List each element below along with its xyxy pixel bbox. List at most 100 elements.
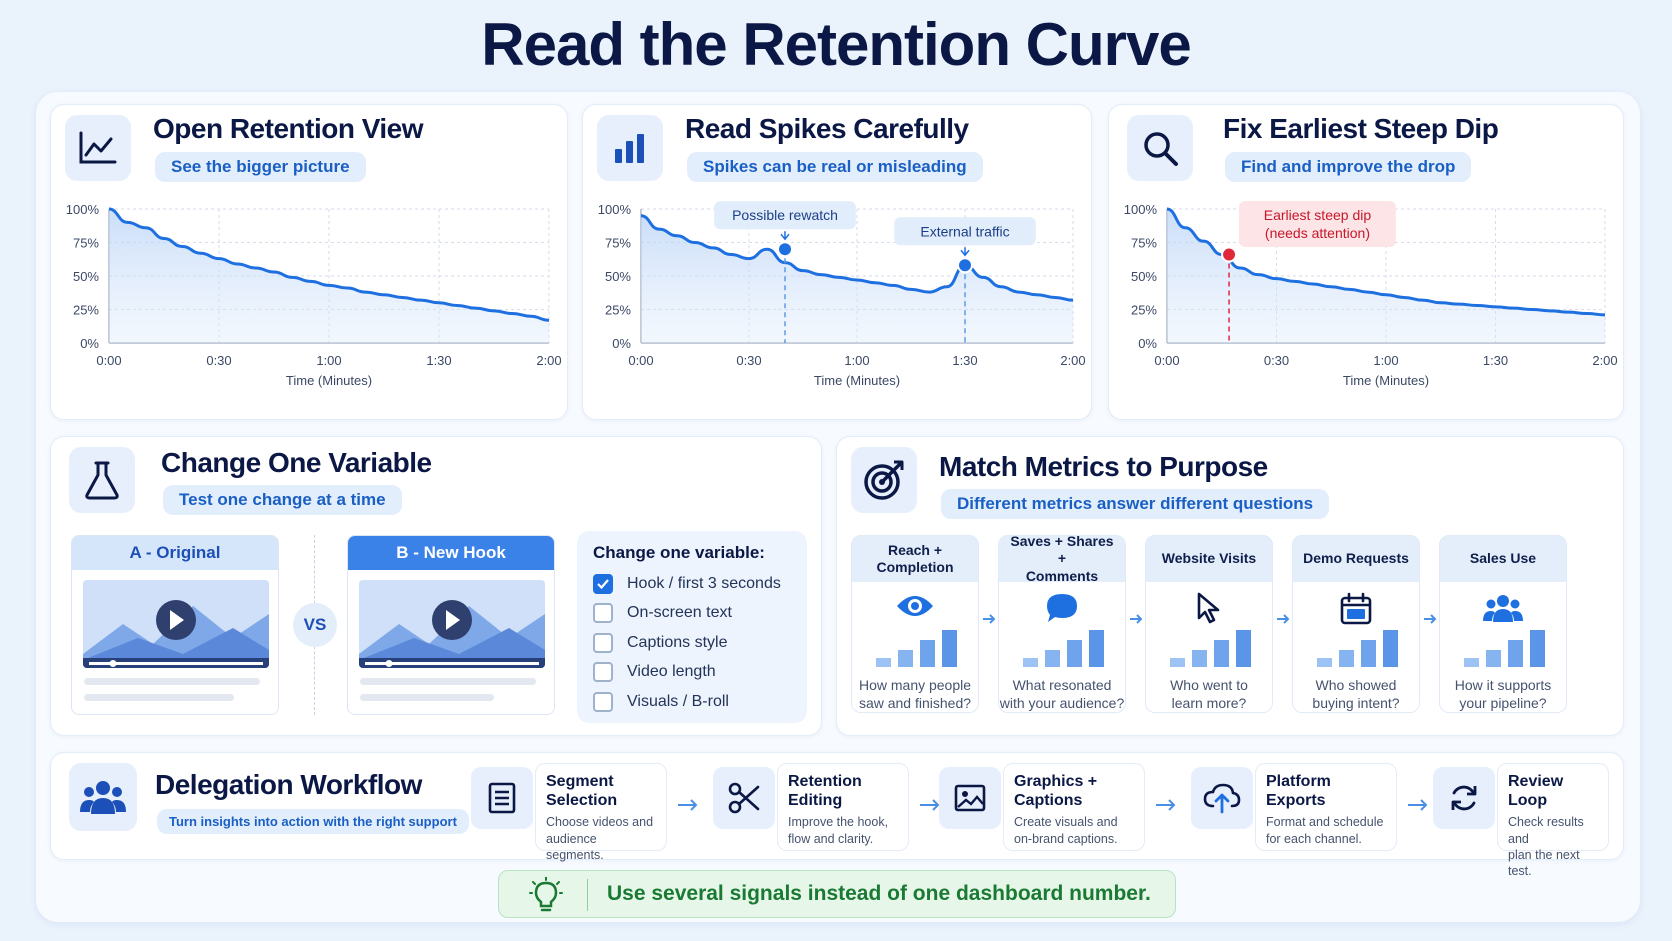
annotation-box <box>894 217 1036 246</box>
list-icon <box>471 767 533 829</box>
x-tick-label: 2:00 <box>536 353 561 368</box>
workflow-step-description: Create visuals and on-brand captions. <box>1014 815 1118 846</box>
arrow-right-icon <box>1422 607 1438 633</box>
x-tick-label: 1:30 <box>426 353 451 368</box>
retention-chart-1: 0% 25% 50% 75% 100% 0:00 0:30 1:00 1:30 2:00 Time … <box>66 202 562 388</box>
checklist-item[interactable]: Hook / first 3 seconds <box>593 569 803 599</box>
annotation-arrowhead <box>960 249 970 257</box>
checklist-item[interactable]: On-screen text <box>593 599 803 629</box>
y-tick-label: 100% <box>598 202 632 217</box>
x-tick-label: 0:00 <box>628 353 653 368</box>
video-thumbnail-b <box>359 580 545 668</box>
card-subtitle: Test one change at a time <box>163 485 402 515</box>
metric-heading: Reach + Completion <box>852 536 978 582</box>
x-axis-label: Time (Minutes) <box>286 373 372 388</box>
workflow-step-title: Segment Selection <box>546 773 618 810</box>
metric-cards: Reach + Completion How many people saw an… <box>851 535 1621 719</box>
people-icon <box>1440 592 1566 624</box>
card-subtitle: Spikes can be real or misleading <box>687 152 983 182</box>
arrow-right-icon <box>677 797 699 818</box>
mini-bar-chart-icon <box>874 628 958 673</box>
x-tick-label: 1:30 <box>1483 353 1508 368</box>
workflow-steps: Segment Selection Choose videos and audie… <box>471 763 1621 878</box>
x-axis-label: Time (Minutes) <box>1343 373 1429 388</box>
lightbulb-icon <box>529 876 563 918</box>
metric-heading: Sales Use <box>1440 536 1566 582</box>
metric-card: Saves + Shares + Comments What resonated … <box>998 535 1126 713</box>
checklist-label: Visuals / B-roll <box>627 692 729 710</box>
workflow-step: Review Loop Check results and plan the ne… <box>1497 763 1609 878</box>
workflow-step: Platform Exports Format and schedule for … <box>1255 763 1397 851</box>
y-tick-label: 100% <box>1124 202 1158 217</box>
scissors-icon <box>713 767 775 829</box>
variant-a-card: A - Original <box>71 535 279 715</box>
arrow-right-icon <box>919 797 941 818</box>
annotation-box <box>714 201 856 230</box>
arrow-right-icon <box>1155 797 1177 818</box>
card-title: Match Metrics to Purpose <box>939 451 1268 482</box>
workflow-step-title: Retention Editing <box>788 773 862 810</box>
vs-badge: VS <box>293 603 337 647</box>
variant-b-label: B - New Hook <box>348 536 554 570</box>
y-tick-label: 25% <box>1131 303 1157 318</box>
annotation-arrowhead <box>780 233 790 241</box>
checklist-label: Hook / first 3 seconds <box>627 574 781 592</box>
mini-bar-chart-icon <box>1315 628 1399 673</box>
checkbox[interactable] <box>593 632 613 653</box>
target-icon <box>851 447 917 513</box>
card-read-spikes: Read Spikes Carefully Spikes can be real… <box>582 104 1092 420</box>
y-tick-label: 25% <box>73 303 99 318</box>
eye-icon <box>852 592 978 620</box>
flask-icon <box>69 447 135 513</box>
area-fill <box>1167 209 1605 343</box>
workflow-step-description: Improve the hook, flow and clarity. <box>788 815 889 846</box>
x-tick-label: 0:00 <box>96 353 121 368</box>
metric-card: Demo Requests Who showed buying intent? <box>1292 535 1420 713</box>
y-tick-label: 100% <box>66 202 100 217</box>
card-title: Change One Variable <box>161 447 432 478</box>
x-tick-label: 0:30 <box>1264 353 1289 368</box>
checkbox[interactable] <box>593 662 613 683</box>
annotation-label: Possible rewatch <box>732 207 838 223</box>
card-change-variable: Change One Variable Test one change at a… <box>50 436 822 736</box>
metric-question: Who showed buying intent? <box>1312 677 1400 712</box>
x-tick-label: 0:00 <box>1154 353 1179 368</box>
arrow-right-icon <box>981 607 997 633</box>
checkbox[interactable] <box>593 603 613 624</box>
mini-bar-chart-icon <box>1462 628 1546 673</box>
magnifier-icon <box>1127 115 1193 181</box>
arrow-right-icon <box>1275 607 1291 633</box>
card-subtitle: Find and improve the drop <box>1225 152 1472 182</box>
metric-heading: Saves + Shares + Comments <box>999 536 1125 584</box>
mini-bar-chart-icon <box>1021 628 1105 673</box>
y-tick-label: 75% <box>1131 236 1157 251</box>
y-tick-label: 25% <box>605 303 631 318</box>
checkbox[interactable] <box>593 691 613 712</box>
checkbox-checked[interactable] <box>593 573 613 594</box>
card-subtitle: See the bigger picture <box>155 152 366 182</box>
card-title: Open Retention View <box>153 113 424 144</box>
card-title: Delegation Workflow <box>155 769 422 800</box>
checklist-item[interactable]: Captions style <box>593 628 803 658</box>
card-subtitle: Different metrics answer different quest… <box>941 489 1330 519</box>
checklist-item[interactable]: Visuals / B-roll <box>593 687 803 717</box>
y-tick-label: 0% <box>612 336 631 351</box>
image-icon <box>939 767 1001 829</box>
retention-line <box>1166 207 1606 317</box>
workflow-step: Graphics + Captions Create visuals and on… <box>1003 763 1145 851</box>
workflow-step-description: Choose videos and audience segments. <box>546 815 654 862</box>
card-delegation: Delegation Workflow Turn insights into a… <box>50 752 1624 878</box>
annotation-marker <box>1221 246 1238 263</box>
x-tick-label: 2:00 <box>1592 353 1617 368</box>
video-thumbnail-a <box>83 580 269 668</box>
metric-heading: Website Visits <box>1146 536 1272 582</box>
metric-card: Sales Use How it supports your pipeline? <box>1439 535 1567 713</box>
x-tick-label: 1:00 <box>316 353 341 368</box>
checklist-item[interactable]: Video length <box>593 658 803 688</box>
x-axis-label: Time (Minutes) <box>814 373 900 388</box>
bar-chart-icon <box>597 115 663 181</box>
y-tick-label: 75% <box>73 236 99 251</box>
y-tick-label: 50% <box>73 269 99 284</box>
mini-bar-chart-icon <box>1168 628 1252 673</box>
metric-question: Who went to learn more? <box>1170 677 1248 712</box>
